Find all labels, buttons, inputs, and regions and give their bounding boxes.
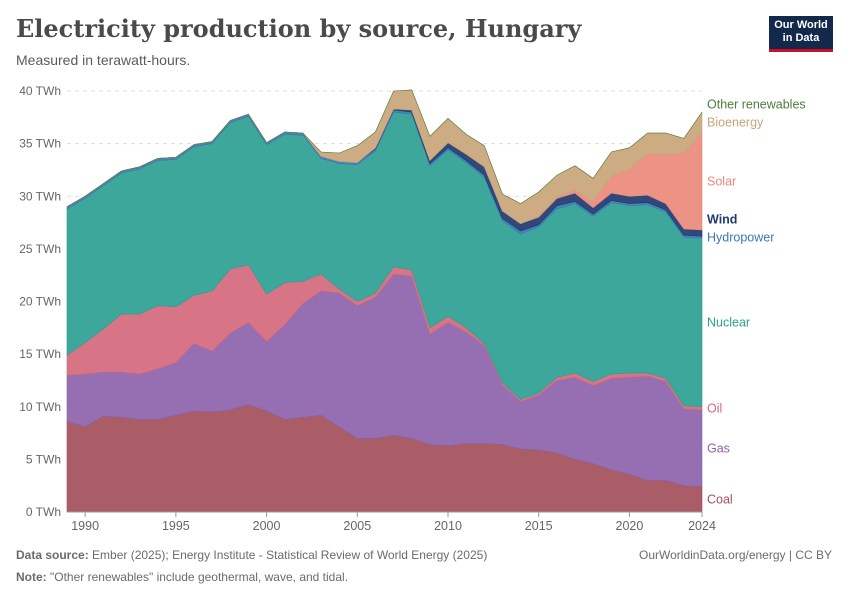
y-tick-label: 40 TWh	[19, 84, 61, 98]
axes: 0 TWh 5 TWh 10 TWh 15 TWh 20 TWh 25 TWh 30 TWh…	[19, 84, 716, 533]
area-other-renewables[interactable]	[66, 89, 703, 208]
area-series	[66, 89, 703, 513]
x-tick-label: 1995	[162, 519, 190, 533]
note-text: "Other renewables" include geothermal, w…	[46, 570, 349, 584]
x-tick-label: 2015	[525, 519, 553, 533]
y-tick-label: 0 TWh	[26, 505, 61, 519]
data-source-text: Ember (2025); Energy Institute - Statist…	[88, 548, 488, 562]
data-source: Data source: Ember (2025); Energy Instit…	[16, 548, 487, 562]
legend-label-coal: Coal	[707, 492, 733, 506]
legend-label-oil: Oil	[707, 401, 722, 415]
legend-label-nuclear: Nuclear	[707, 316, 750, 330]
stacked-area-chart: 0 TWh 5 TWh 10 TWh 15 TWh 20 TWh 25 TWh 30 TWh…	[19, 84, 806, 533]
chart-subtitle: Measured in terawatt-hours.	[16, 52, 191, 68]
y-tick-label: 15 TWh	[19, 347, 61, 361]
series-labels: Coal Gas Oil Nuclear Hydropower Wind Solar Bioe…	[707, 98, 806, 507]
x-tick-label: 2000	[253, 519, 281, 533]
legend-label-gas: Gas	[707, 441, 730, 455]
legend-label-wind: Wind	[707, 212, 737, 226]
legend-label-solar: Solar	[707, 175, 736, 189]
logo-line-1: Our World	[774, 19, 828, 31]
y-tick-label: 5 TWh	[26, 452, 61, 466]
chart-note: Note: "Other renewables" include geother…	[16, 570, 348, 584]
y-tick-label: 10 TWh	[19, 400, 61, 414]
x-tick-label: 2005	[343, 519, 371, 533]
source-url-link[interactable]: OurWorldinData.org/energy | CC BY	[639, 548, 832, 562]
legend-label-bioenergy: Bioenergy	[707, 116, 764, 130]
x-tick-label: 2010	[434, 519, 462, 533]
x-tick-label: 1990	[71, 519, 99, 533]
y-tick-label: 30 TWh	[19, 189, 61, 203]
x-tick-label: 2024	[688, 519, 716, 533]
legend-label-other-renewables: Other renewables	[707, 98, 806, 112]
y-tick-label: 35 TWh	[19, 137, 61, 151]
x-tick-label: 2020	[616, 519, 644, 533]
y-tick-label: 20 TWh	[19, 295, 61, 309]
legend-label-hydropower: Hydropower	[707, 230, 774, 244]
logo-line-2: in Data	[782, 32, 820, 44]
owid-logo[interactable]: Our World in Data	[769, 16, 833, 52]
data-source-label: Data source:	[16, 548, 89, 562]
note-label: Note:	[16, 570, 47, 584]
y-tick-label: 25 TWh	[19, 242, 61, 256]
chart-title: Electricity production by source, Hungar…	[16, 14, 582, 43]
